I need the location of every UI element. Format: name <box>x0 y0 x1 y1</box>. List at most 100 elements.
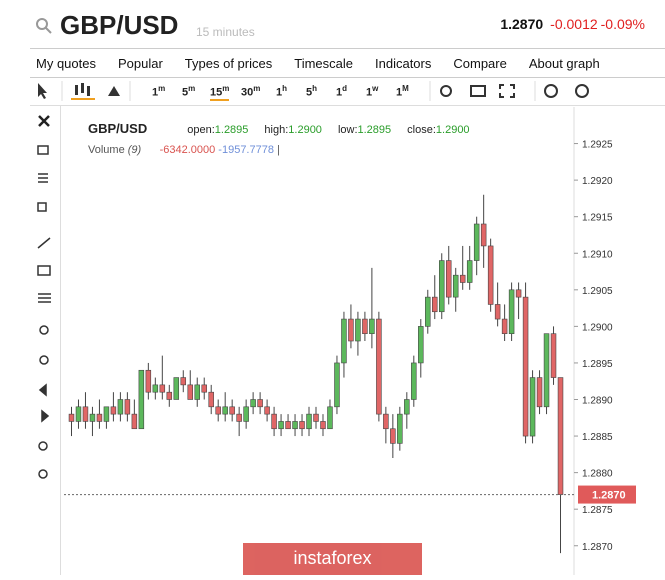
candle-body <box>236 413 242 422</box>
watermark: instaforex <box>243 543 422 575</box>
menu-item[interactable]: Indicators <box>375 55 432 71</box>
timescale-number: 5 <box>182 86 189 99</box>
candle-body <box>271 413 277 430</box>
y-tick-label: 1.2920 <box>582 176 613 187</box>
candle-body <box>355 318 361 342</box>
candle-icon[interactable] <box>71 83 95 100</box>
timescale[interactable]: 1M <box>396 84 409 99</box>
candle-body <box>390 428 396 444</box>
y-tick-label: 1.2895 <box>582 359 613 370</box>
legend: GBP/USD open:1.2895 high:1.2900 low:1.2895 c… <box>88 121 486 136</box>
y-tick-label: 1.2910 <box>582 249 613 260</box>
candle-body <box>250 399 256 408</box>
volume-value: -1957.7778 <box>218 144 274 156</box>
timescale-unit: m <box>188 84 196 93</box>
timescale[interactable]: 15m <box>210 84 230 101</box>
candle-body <box>487 245 494 305</box>
candle-body <box>501 318 508 334</box>
candle-body <box>75 406 82 422</box>
tool-icons[interactable] <box>440 84 589 98</box>
candle-body <box>550 333 557 378</box>
timescale-unit: m <box>253 84 261 93</box>
timescale[interactable]: 1d <box>336 84 347 99</box>
menu-item[interactable]: Compare <box>453 55 507 71</box>
candle-body <box>320 421 326 430</box>
menu-item[interactable]: Types of prices <box>184 55 273 71</box>
price: 1.2870 <box>500 16 544 32</box>
candle-body <box>425 296 431 327</box>
candle-body <box>327 406 333 430</box>
timescale-number: 30 <box>241 86 254 99</box>
candle-body <box>229 406 235 415</box>
change-pct: -0.09% <box>600 16 645 32</box>
candle-body <box>480 223 487 247</box>
menu-item[interactable]: Popular <box>117 55 163 71</box>
candle-body <box>466 260 473 283</box>
candle-body <box>103 406 110 422</box>
candle-body <box>187 384 193 400</box>
toolbar: 1m 5m 15m 30m 1h 5h 1d 1w 1M <box>30 77 665 106</box>
y-tick-label: 1.2885 <box>582 432 613 443</box>
legend-value: 1.2895 <box>214 124 249 136</box>
y-tick-label: 1.2900 <box>582 322 613 333</box>
area-icon[interactable] <box>108 86 120 96</box>
cursor-icon[interactable] <box>38 83 47 99</box>
candle-body <box>110 406 117 415</box>
quote: 1.2870 -0.0012 -0.09% <box>500 16 645 32</box>
symbol: GBP/USD <box>60 10 179 40</box>
candle-body <box>522 296 529 437</box>
timescale-unit: h <box>312 84 318 93</box>
candle-body <box>445 260 452 298</box>
y-tick-label: 1.2875 <box>582 505 613 516</box>
candle-body <box>124 399 131 415</box>
candle-body <box>117 399 124 415</box>
candle-body <box>145 369 152 393</box>
y-tick-label: 1.2925 <box>582 140 613 151</box>
timescale-number: 5 <box>306 86 313 99</box>
candle-body <box>494 304 501 320</box>
candle-body <box>68 413 75 422</box>
candle-body <box>341 318 347 364</box>
timescale-number: 15 <box>210 86 223 99</box>
candle-body <box>334 362 340 408</box>
candle-body <box>285 421 291 430</box>
candle-body <box>292 421 298 430</box>
candle-body <box>383 413 389 430</box>
y-tick-label: 1.2880 <box>582 469 613 480</box>
candle-body <box>376 318 382 415</box>
volume-legend: Volume (9) -6342.0000 -1957.7778 | <box>88 144 280 156</box>
volume-value: -6342.0000 <box>159 144 216 156</box>
candle-body <box>96 413 103 422</box>
candle-body <box>138 369 145 430</box>
candle-body <box>452 274 459 298</box>
legend-label: open: <box>187 124 215 136</box>
timescale[interactable]: 5h <box>306 84 317 99</box>
candle-body <box>411 362 417 400</box>
candle-body <box>508 289 515 334</box>
search-icon[interactable] <box>34 16 54 36</box>
timescale-number: 1 <box>152 86 159 99</box>
volume-label: Volume <box>88 144 125 156</box>
candle-body <box>515 289 522 298</box>
timescale[interactable]: 1m <box>152 84 165 99</box>
timescale-unit: m <box>222 84 230 93</box>
timescale-unit: m <box>158 84 166 93</box>
timescale[interactable]: 1h <box>276 84 287 99</box>
candle-body <box>152 384 159 393</box>
y-tick-label: 1.2905 <box>582 286 613 297</box>
timescale[interactable]: 5m <box>182 84 195 99</box>
timescale[interactable]: 1w <box>366 84 378 99</box>
candle-body <box>278 421 284 430</box>
menu-item[interactable]: About graph <box>528 55 600 71</box>
menu-item[interactable]: Timescale <box>294 55 353 71</box>
timescale-number: 1 <box>336 86 343 99</box>
timescale[interactable]: 30m <box>241 84 260 99</box>
candle-body <box>264 406 270 415</box>
menu-item[interactable]: My quotes <box>36 55 96 71</box>
drawing-tool-icons[interactable] <box>30 106 60 575</box>
legend-value: 1.2900 <box>288 124 322 136</box>
volume-param: (9) <box>127 144 142 156</box>
candle-body <box>173 377 180 400</box>
candle-body <box>201 384 207 393</box>
